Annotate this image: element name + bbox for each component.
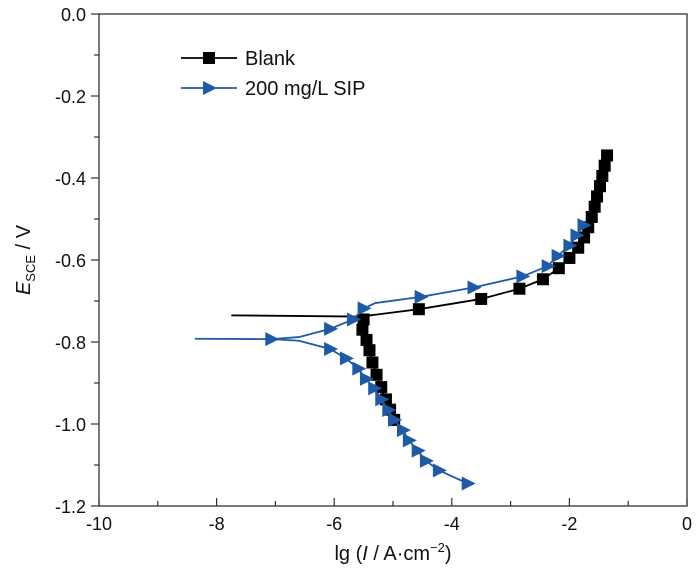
y-tick-label: -1.0 bbox=[55, 415, 86, 435]
data-point-sip bbox=[382, 403, 397, 418]
x-label-close: ) bbox=[445, 543, 452, 565]
x-tick-label: -10 bbox=[86, 514, 112, 534]
data-point-sip bbox=[461, 476, 476, 491]
data-point-blank bbox=[363, 344, 376, 357]
series-line-blank bbox=[357, 155, 608, 318]
axis-ticks: -10 -8 -6 -4 -2 0 0.0 -0.2 -0.4 -0.6 -0.8 -1.0 -1.2 bbox=[55, 5, 692, 534]
x-tick-label: -2 bbox=[561, 514, 577, 534]
data-point-blank bbox=[552, 262, 565, 275]
x-label-sup: −2 bbox=[430, 540, 445, 555]
legend: Blank 200 mg/L SIP bbox=[181, 48, 365, 100]
y-label-unit: / V bbox=[13, 224, 35, 255]
data-point-blank bbox=[475, 292, 488, 305]
data-point-sip bbox=[324, 321, 339, 336]
data-point-sip bbox=[357, 301, 372, 316]
data-point-sip bbox=[419, 453, 434, 468]
data-point-sip bbox=[352, 361, 367, 376]
data-point-sip bbox=[432, 463, 447, 478]
data-point-sip bbox=[467, 280, 482, 295]
data-point-sip bbox=[577, 218, 592, 233]
data-point-sip bbox=[347, 312, 362, 327]
series-sip bbox=[194, 218, 592, 491]
x-label-prefix: lg ( bbox=[334, 543, 362, 565]
data-point-blank bbox=[366, 356, 379, 369]
y-label-sub: SCE bbox=[23, 255, 38, 282]
data-point-sip bbox=[375, 392, 390, 407]
x-tick-label: -8 bbox=[209, 514, 225, 534]
x-label-unit: / A·cm bbox=[368, 543, 430, 565]
y-tick-label: -1.2 bbox=[55, 497, 86, 517]
plot-marks bbox=[194, 149, 614, 491]
data-point-blank bbox=[412, 303, 425, 316]
legend-label-sip: 200 mg/L SIP bbox=[245, 78, 365, 100]
series-blank bbox=[231, 149, 614, 426]
data-point-blank bbox=[360, 333, 373, 346]
data-point-sip bbox=[551, 248, 566, 263]
data-point-blank bbox=[563, 251, 576, 264]
data-point-sip bbox=[265, 332, 280, 347]
legend-marker-blank bbox=[203, 52, 215, 64]
x-label-italic: I bbox=[362, 543, 368, 565]
legend-marker-sip bbox=[203, 81, 217, 95]
data-point-sip bbox=[541, 259, 556, 274]
data-point-blank bbox=[357, 313, 370, 326]
data-point-sip bbox=[411, 443, 426, 458]
data-point-sip bbox=[414, 289, 429, 304]
data-point-sip bbox=[339, 351, 354, 366]
data-point-sip bbox=[368, 381, 383, 396]
x-tick-label: -6 bbox=[326, 514, 342, 534]
data-point-sip bbox=[570, 228, 585, 243]
data-point-sip bbox=[396, 423, 411, 438]
y-tick-label: -0.6 bbox=[55, 251, 86, 271]
y-label-main: E bbox=[13, 281, 35, 295]
data-point-blank bbox=[596, 169, 609, 182]
y-tick-label: -0.2 bbox=[55, 87, 86, 107]
data-point-blank bbox=[513, 282, 526, 295]
data-point-blank bbox=[591, 190, 604, 203]
data-point-blank bbox=[593, 180, 606, 193]
data-point-sip bbox=[516, 269, 531, 284]
data-point-sip bbox=[359, 371, 374, 386]
data-point-blank bbox=[585, 210, 598, 223]
x-tick-label: -4 bbox=[444, 514, 460, 534]
x-tick-label: 0 bbox=[682, 514, 692, 534]
y-tick-label: -0.8 bbox=[55, 333, 86, 353]
legend-label-blank: Blank bbox=[245, 48, 296, 70]
data-point-blank bbox=[588, 200, 601, 213]
data-point-blank bbox=[536, 273, 549, 286]
data-point-sip bbox=[402, 433, 417, 448]
y-tick-label: -0.4 bbox=[55, 169, 86, 189]
y-tick-label: 0.0 bbox=[61, 5, 86, 25]
data-point-blank bbox=[370, 368, 383, 381]
data-point-sip bbox=[563, 238, 578, 253]
data-point-sip bbox=[324, 341, 339, 356]
data-point-blank bbox=[598, 159, 611, 172]
data-point-blank bbox=[356, 323, 369, 336]
data-point-sip bbox=[388, 412, 403, 427]
data-point-blank bbox=[601, 149, 614, 162]
y-axis-label: ESCE / V bbox=[13, 224, 38, 295]
x-axis-label: lg (I / A·cm−2) bbox=[334, 540, 451, 565]
data-point-blank bbox=[572, 241, 585, 254]
